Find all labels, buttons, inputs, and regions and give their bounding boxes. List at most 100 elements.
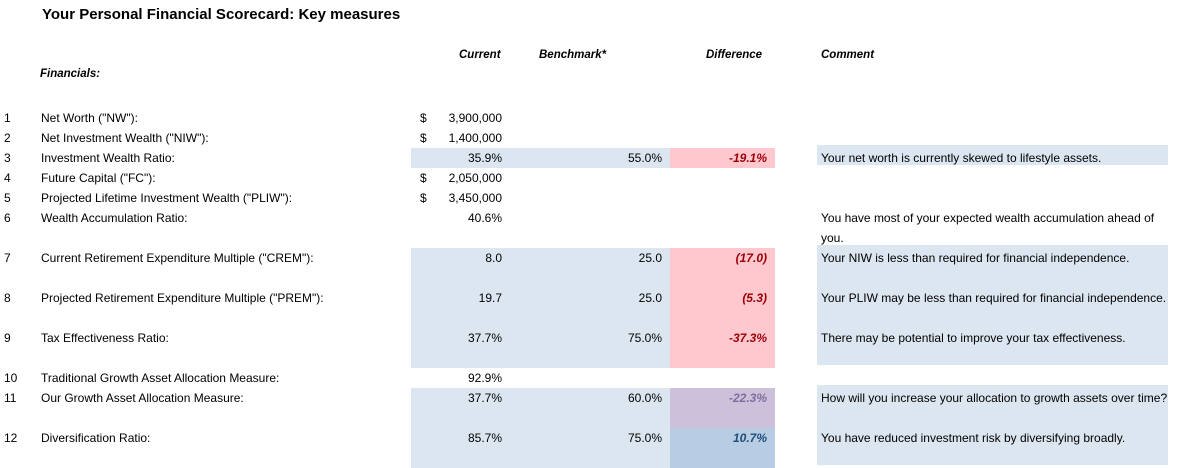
row-number: 9	[4, 331, 11, 345]
benchmark-value: 55.0%	[627, 151, 662, 165]
benchmark-cell: 75.0%	[510, 428, 670, 468]
row-label: Projected Lifetime Investment Wealth ("P…	[41, 191, 293, 205]
benchmark-cell: 25.0	[510, 248, 670, 288]
current-value: 85.7%	[467, 431, 502, 445]
current-value: 37.7%	[467, 391, 502, 405]
current-value: 3,900,000	[448, 111, 502, 125]
table-row: 1 Net Worth ("NW"): $ 3,900,000	[0, 108, 1178, 128]
benchmark-cell: 75.0%	[510, 328, 670, 368]
table-row: 5 Projected Lifetime Investment Wealth (…	[0, 188, 1178, 208]
table-row: 6 Wealth Accumulation Ratio: 40.6% You h…	[0, 208, 1178, 248]
benchmark-value: 25.0	[638, 291, 662, 305]
row-label: Our Growth Asset Allocation Measure:	[41, 391, 244, 405]
difference-value: -19.1%	[728, 151, 767, 165]
row-number: 3	[4, 151, 11, 165]
comment-cell: There may be potential to improve your t…	[817, 325, 1168, 365]
current-cell: $ 3,900,000	[411, 108, 510, 128]
row-number: 12	[4, 431, 18, 445]
benchmark-value: 60.0%	[627, 391, 662, 405]
benchmark-cell: 60.0%	[510, 388, 670, 428]
header-comment: Comment	[821, 49, 875, 61]
current-cell: 35.9%	[411, 148, 510, 168]
difference-cell: 10.7%	[670, 428, 775, 468]
difference-cell: (5.3)	[670, 288, 775, 328]
current-cell: $ 2,050,000	[411, 168, 510, 188]
table-row: 8 Projected Retirement Expenditure Multi…	[0, 285, 1178, 328]
current-value: 2,050,000	[448, 171, 502, 185]
current-value: 3,450,000	[448, 191, 502, 205]
row-number: 11	[4, 391, 17, 405]
table-row: 3 Investment Wealth Ratio: 35.9% 55.0% -…	[0, 145, 1178, 168]
current-cell: 37.7%	[411, 328, 510, 368]
table-row: 7 Current Retirement Expenditure Multipl…	[0, 245, 1178, 288]
row-label: Projected Retirement Expenditure Multipl…	[41, 291, 324, 305]
row-number: 7	[4, 251, 11, 265]
difference-cell: -19.1%	[670, 148, 775, 168]
row-label: Wealth Accumulation Ratio:	[41, 211, 188, 225]
row-label: Diversification Ratio:	[41, 431, 151, 445]
row-number: 8	[4, 291, 11, 305]
row-label: Investment Wealth Ratio:	[41, 151, 175, 165]
currency-symbol: $	[420, 111, 427, 125]
header-difference: Difference	[706, 49, 763, 61]
current-value: 37.7%	[467, 331, 502, 345]
difference-cell: -22.3%	[670, 388, 775, 428]
row-number: 2	[4, 131, 11, 145]
row-label: Tax Effectiveness Ratio:	[41, 331, 169, 345]
row-label: Net Investment Wealth ("NIW"):	[41, 131, 209, 145]
comment-cell: Your net worth is currently skewed to li…	[817, 145, 1168, 165]
difference-value: (5.3)	[742, 291, 767, 305]
row-number: 6	[4, 211, 11, 225]
current-cell: 37.7%	[411, 388, 510, 428]
row-number: 10	[4, 371, 18, 385]
current-cell: 8.0	[411, 248, 510, 288]
currency-symbol: $	[420, 171, 427, 185]
current-cell: $ 3,450,000	[411, 188, 510, 208]
difference-value: 10.7%	[732, 431, 767, 445]
row-label: Net Worth ("NW"):	[41, 111, 138, 125]
row-label: Future Capital ("FC"):	[41, 171, 156, 185]
comment-cell: Your PLIW may be less than required for …	[817, 285, 1168, 325]
current-value: 8.0	[485, 251, 502, 265]
table-row: 2 Net Investment Wealth ("NIW"): $ 1,400…	[0, 128, 1178, 148]
table-row: 4 Future Capital ("FC"): $ 2,050,000	[0, 168, 1178, 188]
row-number: 1	[4, 111, 11, 125]
page-title: Your Personal Financial Scorecard: Key m…	[42, 6, 401, 23]
row-label: Current Retirement Expenditure Multiple …	[41, 251, 314, 265]
difference-cell: -37.3%	[670, 328, 775, 368]
difference-value: -37.3%	[728, 331, 767, 345]
table-row: 12 Diversification Ratio: 85.7% 75.0% 10…	[0, 425, 1178, 468]
table-row: 11 Our Growth Asset Allocation Measure: …	[0, 385, 1178, 428]
current-cell: 40.6%	[411, 208, 510, 248]
current-value: 1,400,000	[448, 131, 502, 145]
benchmark-cell: 25.0	[510, 288, 670, 328]
difference-value: -22.3%	[728, 391, 767, 405]
currency-symbol: $	[420, 191, 427, 205]
benchmark-value: 25.0	[638, 251, 662, 265]
current-value: 40.6%	[467, 211, 502, 225]
row-label: Traditional Growth Asset Allocation Meas…	[41, 371, 280, 385]
benchmark-cell: 55.0%	[510, 148, 670, 168]
current-cell: 19.7	[411, 288, 510, 328]
comment-cell: Your NIW is less than required for finan…	[817, 245, 1168, 285]
benchmark-value: 75.0%	[627, 431, 662, 445]
header-current: Current	[459, 49, 501, 61]
comment-cell: You have most of your expected wealth ac…	[821, 211, 1155, 245]
comment-cell: You have reduced investment risk by dive…	[817, 425, 1168, 465]
comment-cell: How will you increase your allocation to…	[817, 385, 1168, 425]
table-row: 9 Tax Effectiveness Ratio: 37.7% 75.0% -…	[0, 325, 1178, 368]
row-number: 5	[4, 191, 11, 205]
difference-cell: (17.0)	[670, 248, 775, 288]
row-number: 4	[4, 171, 11, 185]
current-value: 35.9%	[467, 151, 502, 165]
benchmark-value: 75.0%	[627, 331, 662, 345]
current-cell: 92.9%	[411, 368, 510, 388]
header-benchmark: Benchmark*	[539, 49, 607, 61]
table-row: 10 Traditional Growth Asset Allocation M…	[0, 368, 1178, 388]
current-cell: 85.7%	[411, 428, 510, 468]
section-financials: Financials:	[40, 68, 101, 80]
current-value: 19.7	[478, 291, 502, 305]
current-value: 92.9%	[467, 371, 502, 385]
currency-symbol: $	[420, 131, 427, 145]
difference-value: (17.0)	[735, 251, 767, 265]
